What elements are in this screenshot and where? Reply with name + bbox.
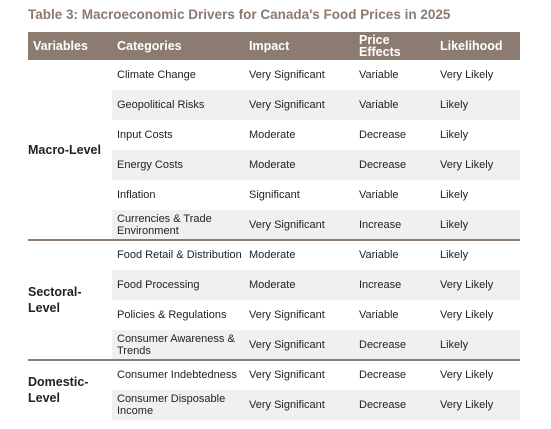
- header-variables: Variables: [33, 39, 88, 53]
- cell-impact: Very Significant: [249, 219, 325, 231]
- cell-price-effect: Decrease: [359, 129, 407, 141]
- cell-category: Energy Costs: [117, 159, 184, 171]
- cell-impact: Significant: [249, 189, 300, 201]
- cell-price-effect: Decrease: [359, 159, 407, 171]
- cell-category: Policies & Regulations: [117, 309, 227, 321]
- cell-category: Consumer Indebtedness: [117, 369, 237, 381]
- cell-likelihood: Likely: [440, 249, 469, 261]
- table-row: Energy Costs Moderate Decrease Very Like…: [112, 150, 520, 180]
- cell-price-effect: Variable: [359, 189, 399, 201]
- table-row: Inflation Significant Variable Likely: [112, 180, 520, 210]
- table-row: Input Costs Moderate Decrease Likely: [112, 120, 520, 150]
- table-row: Climate Change Very Significant Variable…: [112, 60, 520, 90]
- header-likelihood: Likelihood: [440, 39, 503, 53]
- cell-impact: Very Significant: [249, 309, 325, 321]
- header-price-effects: Price Effects: [359, 33, 401, 59]
- cell-impact: Very Significant: [249, 69, 325, 81]
- cell-category: Currencies & Trade Environment: [117, 213, 212, 237]
- table-row: Food Processing Moderate Increase Very L…: [112, 270, 520, 300]
- cell-impact: Moderate: [249, 129, 296, 141]
- cell-price-effect: Variable: [359, 249, 399, 261]
- group-macro-level: Macro-Level: [28, 143, 101, 157]
- header-categories: Categories: [117, 39, 182, 53]
- cell-likelihood: Very Likely: [440, 69, 494, 81]
- cell-likelihood: Likely: [440, 129, 469, 141]
- table-row: Food Retail & Distribution Moderate Vari…: [112, 240, 520, 270]
- cell-category: Consumer Awareness & Trends: [117, 333, 235, 357]
- group-divider: [28, 359, 520, 361]
- cell-category: Geopolitical Risks: [117, 99, 205, 111]
- cell-price-effect: Decrease: [359, 399, 407, 411]
- group-divider: [28, 239, 520, 241]
- cell-impact: Very Significant: [249, 369, 325, 381]
- group-sectoral-level: Sectoral-Level: [28, 285, 82, 315]
- table-row: Consumer Awareness & Trends Very Signifi…: [112, 330, 520, 360]
- cell-price-effect: Variable: [359, 69, 399, 81]
- cell-likelihood: Very Likely: [440, 369, 494, 381]
- drivers-table: Variables Categories Impact Price Effect…: [28, 32, 520, 420]
- cell-likelihood: Very Likely: [440, 159, 494, 171]
- cell-price-effect: Variable: [359, 99, 399, 111]
- cell-category: Food Retail & Distribution: [117, 249, 242, 261]
- cell-impact: Very Significant: [249, 399, 325, 411]
- table-header: Variables Categories Impact Price Effect…: [28, 32, 520, 60]
- cell-likelihood: Likely: [440, 339, 469, 351]
- cell-impact: Very Significant: [249, 339, 325, 351]
- cell-likelihood: Likely: [440, 99, 469, 111]
- cell-price-effect: Increase: [359, 219, 402, 231]
- cell-category: Inflation: [117, 189, 156, 201]
- cell-category: Input Costs: [117, 129, 173, 141]
- cell-category: Consumer Disposable Income: [117, 393, 226, 417]
- cell-price-effect: Increase: [359, 279, 402, 291]
- cell-price-effect: Decrease: [359, 369, 407, 381]
- cell-impact: Moderate: [249, 279, 296, 291]
- table-row: Policies & Regulations Very Significant …: [112, 300, 520, 330]
- cell-impact: Moderate: [249, 159, 296, 171]
- cell-likelihood: Likely: [440, 189, 469, 201]
- table-row: Geopolitical Risks Very Significant Vari…: [112, 90, 520, 120]
- cell-category: Food Processing: [117, 279, 200, 291]
- cell-price-effect: Variable: [359, 309, 399, 321]
- cell-price-effect: Decrease: [359, 339, 407, 351]
- cell-likelihood: Very Likely: [440, 399, 494, 411]
- table-row: Currencies & Trade Environment Very Sign…: [112, 210, 520, 240]
- group-domestic-level: Domestic-Level: [28, 375, 89, 405]
- header-impact: Impact: [249, 39, 290, 53]
- table-row: Consumer Disposable Income Very Signific…: [112, 390, 520, 420]
- cell-impact: Very Significant: [249, 99, 325, 111]
- cell-impact: Moderate: [249, 249, 296, 261]
- cell-likelihood: Very Likely: [440, 279, 494, 291]
- cell-category: Climate Change: [117, 69, 196, 81]
- table-title: Table 3: Macroeconomic Drivers for Canad…: [28, 7, 451, 22]
- cell-likelihood: Likely: [440, 219, 469, 231]
- table-row: Consumer Indebtedness Very Significant D…: [112, 360, 520, 390]
- cell-likelihood: Very Likely: [440, 309, 494, 321]
